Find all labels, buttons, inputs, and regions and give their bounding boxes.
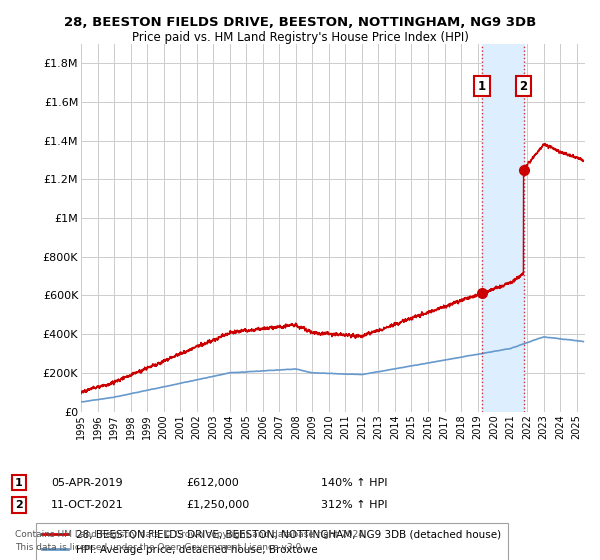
Text: This data is licensed under the Open Government Licence v3.0.: This data is licensed under the Open Gov… [15, 543, 304, 552]
Text: 11-OCT-2021: 11-OCT-2021 [51, 500, 124, 510]
Text: Contains HM Land Registry data © Crown copyright and database right 2024.: Contains HM Land Registry data © Crown c… [15, 530, 367, 539]
Text: 1: 1 [478, 80, 486, 93]
Text: 312% ↑ HPI: 312% ↑ HPI [321, 500, 388, 510]
Text: £1,250,000: £1,250,000 [186, 500, 249, 510]
Text: 140% ↑ HPI: 140% ↑ HPI [321, 478, 388, 488]
Legend: 28, BEESTON FIELDS DRIVE, BEESTON, NOTTINGHAM, NG9 3DB (detached house), HPI: Av: 28, BEESTON FIELDS DRIVE, BEESTON, NOTTI… [36, 523, 508, 560]
Text: 1: 1 [15, 478, 23, 488]
Text: 2: 2 [520, 80, 527, 93]
Text: £612,000: £612,000 [186, 478, 239, 488]
Text: 05-APR-2019: 05-APR-2019 [51, 478, 122, 488]
Text: 28, BEESTON FIELDS DRIVE, BEESTON, NOTTINGHAM, NG9 3DB: 28, BEESTON FIELDS DRIVE, BEESTON, NOTTI… [64, 16, 536, 29]
Bar [482, 44, 524, 412]
Text: 2: 2 [15, 500, 23, 510]
Text: Price paid vs. HM Land Registry's House Price Index (HPI): Price paid vs. HM Land Registry's House … [131, 31, 469, 44]
